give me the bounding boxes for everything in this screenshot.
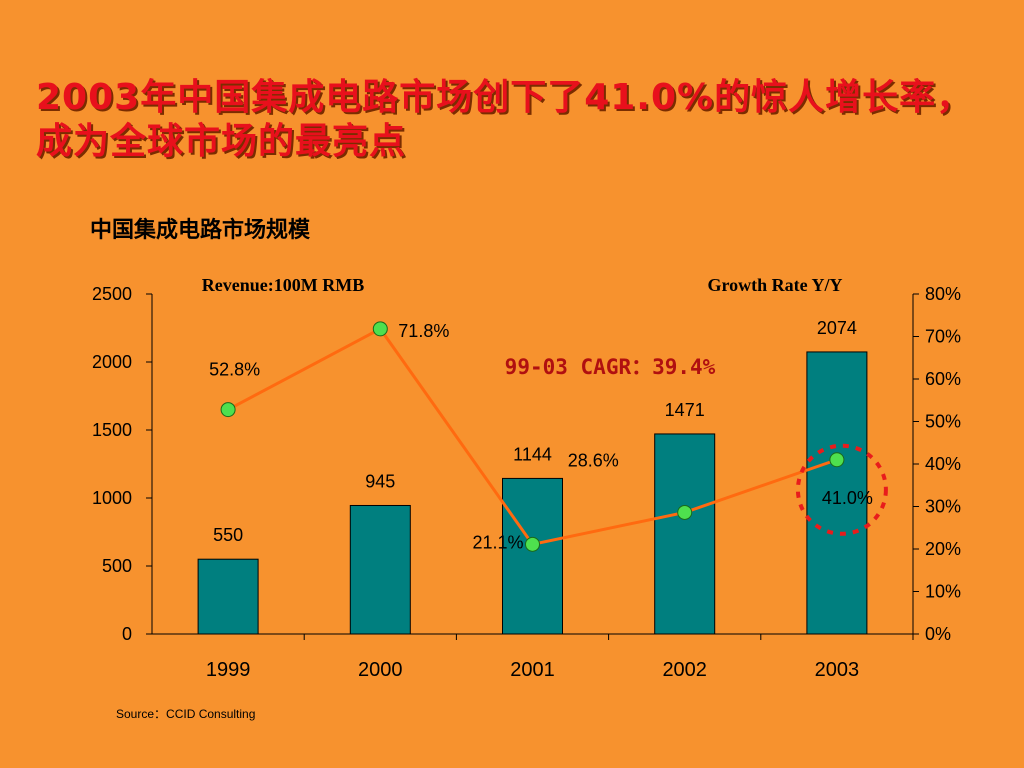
right-tick-label: 80% xyxy=(925,284,961,304)
bar-value-label: 945 xyxy=(365,471,395,491)
left-tick-label: 1500 xyxy=(92,420,132,440)
highlight-ring xyxy=(795,443,888,536)
right-tick-label: 50% xyxy=(925,412,961,432)
x-tick-label: 2001 xyxy=(510,659,555,681)
left-tick-label: 2000 xyxy=(92,352,132,372)
right-tick-label: 0% xyxy=(925,624,951,644)
left-axis: 0 500 1000 1500 2000 2500 xyxy=(92,284,913,644)
growth-line-series: 52.8% 71.8% 21.1% 28.6% 41.0% xyxy=(209,321,873,552)
growth-value-label: 41.0% xyxy=(822,488,873,508)
right-tick-label: 40% xyxy=(925,454,961,474)
growth-marker xyxy=(220,402,236,418)
right-tick-label: 30% xyxy=(925,497,961,517)
x-tick-label: 2002 xyxy=(662,659,707,681)
right-tick-label: 20% xyxy=(925,539,961,559)
right-tick-label: 10% xyxy=(925,582,961,602)
left-tick-label: 2500 xyxy=(92,284,132,304)
growth-value-label: 21.1% xyxy=(473,532,524,552)
cagr-annotation: 99-03 CAGR：39.4% xyxy=(505,355,716,379)
right-tick-label: 70% xyxy=(925,327,961,347)
bar-value-label: 1471 xyxy=(665,400,705,420)
right-tick-label: 60% xyxy=(925,369,961,389)
left-axis-label: Revenue:100M RMB xyxy=(202,275,364,295)
highlight-circle xyxy=(795,443,888,536)
right-axis-label: Growth Rate Y/Y xyxy=(708,275,843,295)
x-tick-label: 2000 xyxy=(358,659,403,681)
growth-marker xyxy=(829,452,845,468)
growth-marker xyxy=(525,536,540,552)
right-axis: 0% 10% 20% 30% 40% 50% 60% 70% 80% xyxy=(912,284,961,644)
growth-value-label: 71.8% xyxy=(398,321,449,341)
source-note: Source：CCID Consulting xyxy=(116,707,256,721)
growth-marker xyxy=(677,504,693,520)
chart-title: 中国集成电路市场规模 xyxy=(90,218,311,243)
bar-value-label: 1144 xyxy=(513,444,552,464)
bar xyxy=(349,504,411,635)
bar xyxy=(197,558,259,635)
growth-value-label: 52.8% xyxy=(209,360,260,380)
left-tick-label: 500 xyxy=(102,556,132,576)
bar xyxy=(806,351,868,635)
growth-value-label: 28.6% xyxy=(568,450,619,470)
bar xyxy=(502,477,563,635)
headline: 2003年中国集成电路市场创下了41.0%的惊人增长率，成为全球市场的最亮点 xyxy=(36,77,974,162)
left-tick-label: 1000 xyxy=(92,488,132,508)
x-tick-label: 2003 xyxy=(815,659,860,681)
bar-value-label: 550 xyxy=(213,525,243,545)
x-tick-labels: 1999 2000 2001 2002 2003 xyxy=(206,634,914,681)
left-tick-label: 0 xyxy=(122,624,132,644)
x-tick-label: 1999 xyxy=(206,659,251,681)
bar xyxy=(654,433,716,635)
bar-value-label: 2074 xyxy=(817,318,857,338)
growth-marker xyxy=(372,321,388,337)
bar-series: 550 945 1144 1471 2074 xyxy=(197,318,868,635)
